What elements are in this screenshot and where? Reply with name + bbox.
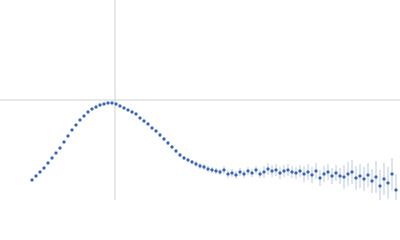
point xyxy=(162,137,166,141)
point xyxy=(326,170,330,174)
point xyxy=(122,106,126,110)
point xyxy=(342,175,346,179)
point xyxy=(114,102,118,106)
point xyxy=(94,105,98,109)
point xyxy=(166,141,170,145)
point xyxy=(170,145,174,149)
point xyxy=(222,168,226,172)
point xyxy=(382,177,386,181)
point xyxy=(58,146,62,150)
point xyxy=(190,160,194,164)
point xyxy=(374,175,378,179)
point xyxy=(362,177,366,181)
point xyxy=(330,174,334,178)
point xyxy=(254,168,258,172)
point xyxy=(206,167,210,171)
point xyxy=(142,119,146,123)
point xyxy=(238,170,242,174)
point xyxy=(38,170,42,174)
point xyxy=(274,168,278,172)
point xyxy=(202,165,206,169)
point xyxy=(130,110,134,114)
point xyxy=(386,181,390,185)
point xyxy=(118,104,122,108)
point xyxy=(82,114,86,118)
point xyxy=(250,171,254,175)
point xyxy=(30,178,34,182)
point xyxy=(278,171,282,175)
point xyxy=(258,172,262,176)
point xyxy=(322,172,326,176)
point xyxy=(218,170,222,174)
point xyxy=(62,140,66,144)
point xyxy=(270,169,274,173)
point xyxy=(46,161,50,165)
point xyxy=(226,172,230,176)
point xyxy=(146,122,150,126)
point xyxy=(70,128,74,132)
point xyxy=(358,174,362,178)
point xyxy=(262,170,266,174)
point xyxy=(338,174,342,178)
point xyxy=(150,126,154,130)
point xyxy=(106,101,110,105)
chart xyxy=(0,0,400,200)
point xyxy=(282,169,286,173)
point xyxy=(266,167,270,171)
point xyxy=(290,170,294,174)
point xyxy=(182,156,186,160)
point xyxy=(154,129,158,133)
point xyxy=(354,176,358,180)
point xyxy=(194,162,198,166)
point xyxy=(110,101,114,105)
point xyxy=(366,173,370,177)
point xyxy=(294,171,298,175)
point xyxy=(42,166,46,170)
point xyxy=(138,116,142,120)
point xyxy=(210,168,214,172)
point xyxy=(302,172,306,176)
point xyxy=(126,108,130,112)
point xyxy=(286,168,290,172)
point xyxy=(318,176,322,180)
point xyxy=(178,153,182,157)
point xyxy=(310,173,314,177)
point xyxy=(346,172,350,176)
point xyxy=(198,164,202,168)
point xyxy=(306,170,310,174)
point xyxy=(370,179,374,183)
point xyxy=(34,174,38,178)
point xyxy=(186,158,190,162)
point xyxy=(390,172,394,176)
point xyxy=(90,107,94,111)
point xyxy=(174,149,178,153)
point xyxy=(378,184,382,188)
point xyxy=(134,112,138,116)
point xyxy=(98,103,102,107)
point xyxy=(314,169,318,173)
point xyxy=(394,188,398,192)
point xyxy=(298,169,302,173)
point xyxy=(86,110,90,114)
point xyxy=(214,169,218,173)
point xyxy=(242,172,246,176)
point xyxy=(102,102,106,106)
point xyxy=(50,156,54,160)
point xyxy=(230,171,234,175)
point xyxy=(334,171,338,175)
point xyxy=(78,118,82,122)
point xyxy=(54,151,58,155)
point xyxy=(246,169,250,173)
point xyxy=(158,133,162,137)
point xyxy=(350,170,354,174)
point xyxy=(66,134,70,138)
point xyxy=(74,123,78,127)
point xyxy=(234,173,238,177)
